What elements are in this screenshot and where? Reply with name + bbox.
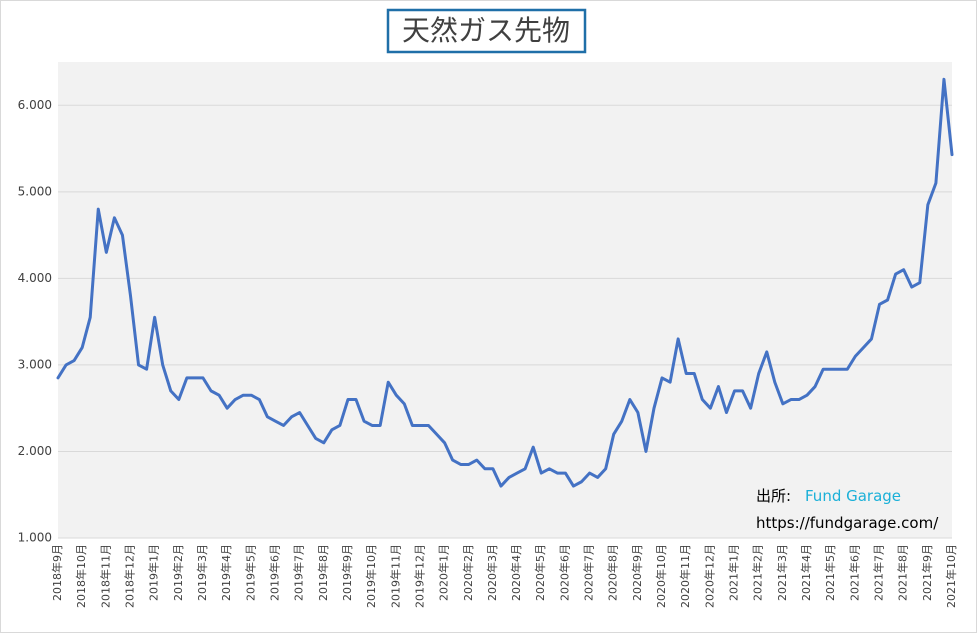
x-tick-label: 2019年10月: [364, 544, 378, 608]
chart-title: 天然ガス先物: [402, 14, 570, 47]
x-tick-label: 2020年6月: [557, 544, 571, 601]
x-tick-label: 2018年11月: [98, 544, 112, 608]
x-tick-label: 2018年10月: [74, 544, 88, 608]
x-tick-label: 2020年9月: [630, 544, 644, 601]
plot-area: [58, 62, 952, 538]
x-tick-label: 2020年3月: [485, 544, 499, 601]
x-tick-label: 2021年3月: [775, 544, 789, 601]
y-tick-label: 6.000: [18, 98, 52, 112]
x-tick-label: 2018年9月: [50, 544, 64, 601]
x-tick-label: 2021年8月: [896, 544, 910, 601]
price-line: [56, 77, 954, 488]
x-tick-label: 2021年1月: [727, 544, 741, 601]
x-tick-label: 2020年12月: [702, 544, 716, 608]
x-tick-label: 2020年1月: [437, 544, 451, 601]
x-tick-label: 2021年10月: [944, 544, 958, 608]
x-tick-label: 2020年8月: [606, 544, 620, 601]
x-tick-label: 2018年12月: [122, 544, 136, 608]
y-tick-label: 4.000: [18, 271, 52, 285]
x-tick-label: 2019年8月: [316, 544, 330, 601]
x-tick-label: 2020年2月: [461, 544, 475, 601]
x-tick-label: 2020年7月: [582, 544, 596, 601]
x-tick-label: 2021年4月: [799, 544, 813, 601]
x-tick-label: 2020年11月: [678, 544, 692, 608]
x-tick-label: 2020年4月: [509, 544, 523, 601]
x-tick-label: 2019年12月: [412, 544, 426, 608]
title-box: [386, 8, 587, 54]
y-tick-label: 3.000: [18, 357, 52, 371]
y-tick-label: 2.000: [18, 444, 52, 458]
y-tick-label: 1.000: [18, 531, 52, 545]
x-tick-label: 2019年2月: [171, 544, 185, 601]
y-tick-label: 5.000: [18, 184, 52, 198]
x-tick-label: 2019年7月: [292, 544, 306, 601]
x-tick-label: 2019年3月: [195, 544, 209, 601]
x-tick-label: 2019年4月: [219, 544, 233, 601]
x-tick-label: 2021年7月: [872, 544, 886, 601]
source-url: https://fundgarage.com/: [756, 514, 939, 532]
x-tick-label: 2021年2月: [751, 544, 765, 601]
x-tick-label: 2019年9月: [340, 544, 354, 601]
x-tick-label: 2021年9月: [920, 544, 934, 601]
x-tick-label: 2019年1月: [147, 544, 161, 601]
x-tick-label: 2019年11月: [388, 544, 402, 608]
x-tick-label: 2019年6月: [267, 544, 281, 601]
x-tick-label: 2020年5月: [533, 544, 547, 601]
x-tick-label: 2020年10月: [654, 544, 668, 608]
x-tick-label: 2021年5月: [823, 544, 837, 601]
x-tick-label: 2021年6月: [847, 544, 861, 601]
source-label: 出所:: [756, 487, 791, 505]
x-tick-label: 2019年5月: [243, 544, 257, 601]
source-name: Fund Garage: [805, 487, 901, 505]
